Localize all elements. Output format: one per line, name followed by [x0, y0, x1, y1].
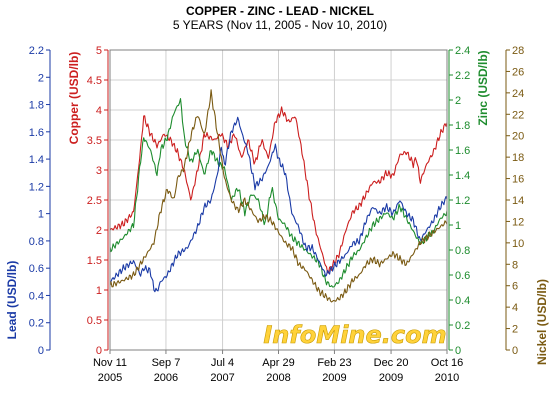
lead-tick-label: 0 [38, 345, 44, 357]
zinc-tick-label: 0.4 [455, 295, 470, 307]
nickel-tick-label: 6 [512, 281, 518, 293]
plot-area: InfoMine.com [109, 49, 448, 351]
x-tick-label-line2: 2006 [154, 372, 178, 384]
nickel-axis-label: Nickel (USD/lb) [535, 279, 549, 365]
lead-tick-label: 0.4 [29, 290, 44, 302]
zinc-tick-label: 2.4 [455, 45, 470, 57]
nickel-tick-label: 18 [512, 152, 524, 164]
x-tick-label-line1: Feb 23 [317, 357, 351, 369]
copper-series-line [109, 106, 448, 274]
x-tick-label-line1: Sep 7 [152, 357, 181, 369]
lead-tick-label: 0.8 [29, 236, 44, 248]
nickel-tick-label: 24 [512, 88, 524, 100]
zinc-tick-label: 1.2 [455, 195, 470, 207]
nickel-tick-label: 22 [512, 109, 524, 121]
zinc-axis-label: Zinc (USD/lb) [476, 50, 490, 125]
lead-tick-label: 1.8 [29, 100, 44, 112]
copper-tick-label: 3.5 [87, 135, 102, 147]
x-tick-label-line2: 2009 [379, 372, 403, 384]
nickel-tick-label: 8 [512, 259, 518, 271]
copper-tick-label: 4 [96, 105, 102, 117]
x-tick-label-line1: Jul 4 [211, 357, 234, 369]
nickel-tick-label: 16 [512, 174, 524, 186]
x-tick-label-line1: Nov 11 [93, 357, 127, 369]
x-tick-label-line1: Oct 16 [431, 357, 463, 369]
lead-tick-label: 1.4 [29, 154, 44, 166]
zinc-series-line [109, 98, 448, 288]
watermark-infomine: InfoMine.com [263, 321, 446, 349]
zinc-tick-label: 1.8 [455, 120, 470, 132]
lead-tick-label: 1.6 [29, 127, 44, 139]
nickel-tick-label: 14 [512, 195, 524, 207]
lead-axis-label: Lead (USD/lb) [5, 261, 19, 340]
lead-tick-label: 1.2 [29, 181, 44, 193]
copper-tick-label: 4.5 [87, 75, 102, 87]
copper-tick-label: 1.5 [87, 255, 102, 267]
lead-tick-label: 1 [38, 209, 44, 221]
zinc-tick-label: 2 [455, 95, 461, 107]
nickel-tick-label: 26 [512, 66, 524, 78]
lead-tick-label: 0.2 [29, 318, 44, 330]
series-lines [109, 89, 448, 303]
x-axis-ticks: Nov 11 2005 Sep 7 2006 Jul 4 2007 Apr 29 2008 Fe… [93, 350, 463, 384]
nickel-tick-label: 4 [512, 302, 518, 314]
zinc-tick-label: 2.2 [455, 70, 470, 82]
lead-series-line [109, 116, 448, 293]
lead-tick-label: 0.6 [29, 263, 44, 275]
zinc-tick-label: 0 [455, 345, 461, 357]
lead-tick-label: 2.2 [29, 45, 44, 57]
copper-tick-label: 0.5 [87, 315, 102, 327]
axes: 00.20.40.60.811.21.41.61.822.200.511.522… [29, 45, 525, 357]
x-tick-label-line2: 2008 [266, 372, 290, 384]
zinc-tick-label: 0.2 [455, 320, 470, 332]
x-tick-label-line1: Dec 20 [374, 357, 409, 369]
copper-tick-label: 1 [96, 285, 102, 297]
zinc-tick-label: 1.4 [455, 170, 470, 182]
zinc-tick-label: 1 [455, 220, 461, 232]
zinc-tick-label: 1.6 [455, 145, 470, 157]
nickel-tick-label: 28 [512, 45, 524, 57]
zinc-tick-label: 0.6 [455, 270, 470, 282]
x-tick-label-line1: Apr 29 [262, 357, 294, 369]
x-tick-label-line2: 2010 [435, 372, 459, 384]
nickel-series-line [109, 89, 448, 303]
copper-tick-label: 2 [96, 225, 102, 237]
nickel-tick-label: 12 [512, 216, 524, 228]
nickel-tick-label: 10 [512, 238, 524, 250]
lead-tick-label: 2 [38, 72, 44, 84]
x-tick-label-line2: 2009 [322, 372, 346, 384]
copper-tick-label: 5 [96, 45, 102, 57]
copper-tick-label: 2.5 [87, 195, 102, 207]
x-tick-label-line2: 2005 [98, 372, 122, 384]
zinc-tick-label: 0.8 [455, 245, 470, 257]
nickel-tick-label: 20 [512, 131, 524, 143]
copper-tick-label: 3 [96, 165, 102, 177]
nickel-tick-label: 2 [512, 324, 518, 336]
x-tick-label-line2: 2007 [210, 372, 234, 384]
chart-subtitle: 5 YEARS (Nov 11, 2005 - Nov 10, 2010) [173, 18, 387, 32]
copper-axis-label: Copper (USD/lb) [67, 52, 81, 145]
nickel-tick-label: 0 [512, 345, 518, 357]
chart-title: COPPER - ZINC - LEAD - NICKEL [186, 4, 374, 18]
copper-tick-label: 0 [96, 345, 102, 357]
